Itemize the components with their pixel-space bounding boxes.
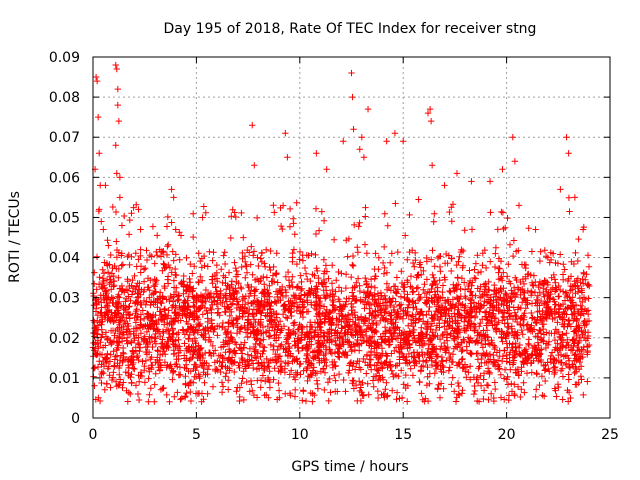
x-axis-title: GPS time / hours: [291, 459, 408, 475]
data-point: [360, 154, 368, 161]
x-tick-label: 15: [394, 427, 412, 443]
data-point: [251, 162, 258, 169]
data-point: [486, 178, 494, 185]
data-point: [579, 226, 587, 233]
data-point: [453, 170, 461, 177]
x-tick-labels: 0 5 10 15 20 25: [89, 427, 619, 443]
x-tick-label: 10: [291, 427, 309, 443]
axis-ticks: [92, 56, 611, 419]
data-point: [557, 186, 564, 193]
data-point: [565, 150, 572, 157]
data-point: [100, 226, 107, 233]
data-point: [563, 134, 570, 141]
data-point: [114, 101, 122, 109]
data-point: [172, 226, 179, 233]
y-tick-labels: 0 0.01 0.02 0.03 0.04 0.05 0.06 0.07 0.08 0.09: [49, 50, 80, 427]
data-point: [113, 65, 120, 73]
data-point: [356, 146, 363, 153]
y-tick-label: 0.09: [49, 50, 80, 66]
data-point: [364, 105, 372, 113]
chart-title: Day 195 of 2018, Rate Of TEC Index for r…: [164, 21, 537, 37]
data-point: [391, 130, 399, 137]
data-point: [441, 182, 448, 189]
y-axis-title: ROTI / TECUs: [7, 191, 23, 283]
data-point: [427, 117, 435, 125]
data-point: [249, 121, 256, 129]
y-tick-label: 0.01: [49, 371, 80, 387]
data-point: [116, 174, 124, 181]
data-point: [114, 85, 122, 93]
y-tick-label: 0.05: [49, 210, 80, 226]
plot-frame: [92, 56, 611, 419]
data-point: [98, 218, 105, 225]
data-point: [282, 130, 289, 137]
data-point: [284, 154, 291, 161]
data-point: [113, 170, 120, 177]
y-tick-label: 0.06: [49, 170, 80, 186]
data-point: [313, 150, 320, 157]
y-tick-label: 0.02: [49, 331, 80, 347]
data-point: [115, 117, 123, 125]
data-point: [350, 126, 357, 133]
data-point: [383, 138, 390, 145]
y-tick-label: 0.07: [49, 130, 80, 146]
data-point: [116, 194, 124, 201]
data-point: [358, 134, 366, 141]
y-tick-label: 0.04: [49, 251, 80, 267]
x-tick-label: 5: [192, 427, 201, 443]
data-point: [94, 113, 102, 121]
data-point: [135, 206, 142, 213]
data-point: [118, 222, 126, 229]
data-point: [349, 93, 356, 101]
data-point: [93, 77, 101, 85]
data-point: [168, 186, 175, 193]
data-point: [199, 214, 206, 221]
x-tick-label: 25: [601, 427, 619, 443]
data-point: [112, 142, 119, 149]
x-tick-label: 0: [89, 427, 98, 443]
y-tick-label: 0: [71, 411, 80, 427]
x-tick-label: 20: [498, 427, 516, 443]
data-point: [428, 162, 436, 169]
data-point: [92, 73, 100, 81]
data-point: [112, 61, 119, 69]
data-point: [170, 194, 177, 201]
data-point: [96, 150, 103, 157]
data-point: [323, 166, 330, 173]
data-point: [102, 182, 109, 189]
data-point: [96, 206, 103, 213]
data-point: [424, 109, 432, 117]
data-point: [400, 138, 407, 145]
data-point: [509, 134, 517, 141]
data-point: [348, 69, 355, 77]
data-point: [137, 226, 144, 233]
data-point: [340, 138, 347, 145]
data-point: [515, 202, 523, 209]
data-point: [468, 178, 475, 185]
y-tick-label: 0.03: [49, 291, 80, 307]
data-point: [499, 166, 506, 173]
data-point-cloud: [89, 194, 593, 405]
data-point: [426, 105, 434, 113]
data-point: [511, 158, 519, 165]
data-point: [571, 194, 579, 201]
y-tick-label: 0.08: [49, 90, 80, 106]
